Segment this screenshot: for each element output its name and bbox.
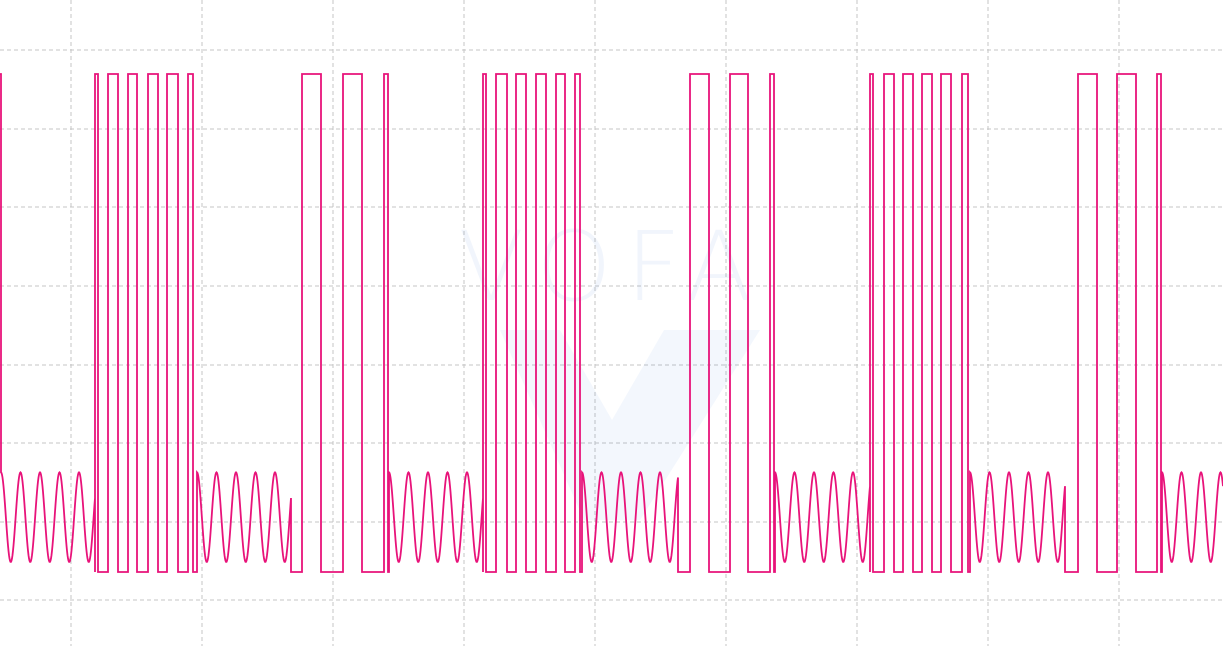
watermark-text: VOFA	[458, 211, 766, 323]
watermark-logo-icon	[500, 330, 760, 520]
series-line	[0, 73, 1223, 573]
series-layer	[0, 73, 1223, 573]
